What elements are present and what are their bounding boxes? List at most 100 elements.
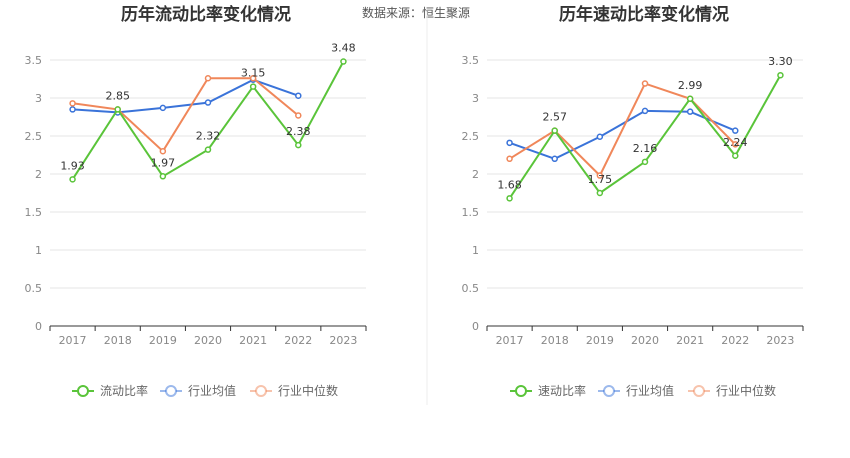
data-point[interactable] xyxy=(641,107,649,115)
x-tick-label: 2022 xyxy=(284,334,312,347)
series-line xyxy=(509,109,736,160)
legend-label: 行业中位数 xyxy=(278,383,338,398)
data-label: 3.48 xyxy=(331,42,356,55)
data-label: 1.97 xyxy=(151,156,176,169)
x-tick-label: 2017 xyxy=(59,334,87,347)
x-tick-label: 2021 xyxy=(239,334,267,347)
data-point[interactable] xyxy=(114,106,121,113)
y-tick-label: 3.5 xyxy=(25,54,43,67)
data-point[interactable] xyxy=(732,152,739,160)
x-tick-label: 2017 xyxy=(496,334,524,347)
data-label: 2.24 xyxy=(723,136,748,149)
legend-item[interactable]: 速动比率 xyxy=(510,383,586,398)
x-tick-label: 2022 xyxy=(721,334,749,347)
y-tick-label: 1 xyxy=(35,244,42,257)
data-point[interactable] xyxy=(340,58,347,65)
data-label: 2.57 xyxy=(542,111,567,124)
data-point[interactable] xyxy=(596,133,604,141)
y-tick-label: 1 xyxy=(472,244,479,257)
data-point[interactable] xyxy=(295,92,302,99)
chart-title-quick-ratio: 历年速动比率变化情况 xyxy=(559,4,729,25)
data-label: 2.38 xyxy=(286,125,311,138)
data-point[interactable] xyxy=(551,127,558,134)
x-tick-label: 2019 xyxy=(586,334,614,347)
legend-label: 速动比率 xyxy=(538,383,586,398)
legend-label: 行业中位数 xyxy=(716,383,776,398)
data-point[interactable] xyxy=(732,141,739,148)
data-source-label: 数据来源：恒生聚源 xyxy=(362,5,470,20)
data-point[interactable] xyxy=(204,99,212,106)
y-tick-label: 3 xyxy=(472,92,479,105)
legend-marker-icon xyxy=(603,385,615,397)
data-label: 2.99 xyxy=(678,79,703,92)
current-ratio-chart: 0 0.5 1 1.5 2 2.5 3 3.5 2017 2018 2019 2020 2021 2022… xyxy=(25,42,367,398)
data-label: 1.93 xyxy=(60,159,85,172)
data-point[interactable] xyxy=(249,83,257,90)
y-tick-label: 0 xyxy=(472,320,479,333)
data-point[interactable] xyxy=(506,155,513,163)
legend-marker-icon xyxy=(255,385,267,397)
data-point[interactable] xyxy=(641,80,649,87)
data-point[interactable] xyxy=(686,95,694,103)
legend-marker-icon xyxy=(515,385,527,397)
data-label: 2.85 xyxy=(105,89,130,102)
legend-marker-icon xyxy=(77,385,89,397)
data-label: 2.32 xyxy=(196,130,221,143)
y-tick-label: 2.5 xyxy=(462,130,480,143)
data-point[interactable] xyxy=(69,106,76,113)
y-tick-label: 2 xyxy=(35,168,42,181)
x-tick-label: 2021 xyxy=(676,334,704,347)
data-point[interactable] xyxy=(641,158,649,166)
data-point[interactable] xyxy=(295,141,302,149)
y-tick-label: 1.5 xyxy=(25,206,43,219)
data-label: 1.75 xyxy=(588,173,613,186)
data-point[interactable] xyxy=(686,108,694,115)
data-label: 1.68 xyxy=(497,178,522,191)
legend-item[interactable]: 行业均值 xyxy=(598,383,674,398)
x-tick-label: 2023 xyxy=(766,334,794,347)
data-point[interactable] xyxy=(732,127,739,134)
data-point[interactable] xyxy=(69,100,76,107)
legend-item[interactable]: 行业中位数 xyxy=(250,383,338,398)
x-tick-label: 2018 xyxy=(541,334,569,347)
data-point[interactable] xyxy=(295,112,302,119)
data-point[interactable] xyxy=(506,195,513,202)
legend-item[interactable]: 流动比率 xyxy=(72,383,148,398)
data-point[interactable] xyxy=(551,155,558,163)
x-tick-label: 2023 xyxy=(329,334,357,347)
legend-item[interactable]: 行业中位数 xyxy=(688,383,776,398)
data-point[interactable] xyxy=(159,104,167,112)
data-point[interactable] xyxy=(204,74,212,82)
x-tick-label: 2018 xyxy=(104,334,132,347)
y-tick-label: 0 xyxy=(35,320,42,333)
legend-marker-icon xyxy=(165,385,177,397)
legend-label: 行业均值 xyxy=(626,383,674,398)
y-tick-label: 0.5 xyxy=(462,282,480,295)
legend-marker-icon xyxy=(693,385,705,397)
data-label: 3.30 xyxy=(768,55,793,68)
series-line xyxy=(72,78,299,114)
data-label: 2.16 xyxy=(633,142,658,155)
x-tick-label: 2020 xyxy=(194,334,222,347)
series-line xyxy=(72,77,299,153)
data-point[interactable] xyxy=(159,173,167,180)
chart-title-current-ratio: 历年流动比率变化情况 xyxy=(121,4,291,25)
y-tick-label: 3 xyxy=(35,92,42,105)
y-tick-label: 2.5 xyxy=(25,130,43,143)
data-point[interactable] xyxy=(596,172,604,179)
legend-item[interactable]: 行业均值 xyxy=(160,383,236,398)
legend-label: 行业均值 xyxy=(188,383,236,398)
data-point[interactable] xyxy=(249,74,257,82)
series-line xyxy=(509,82,737,178)
data-point[interactable] xyxy=(159,147,167,155)
data-point[interactable] xyxy=(777,71,784,79)
data-point[interactable] xyxy=(596,189,604,197)
data-point[interactable] xyxy=(69,176,76,183)
x-tick-label: 2020 xyxy=(631,334,659,347)
data-label: 3.15 xyxy=(241,67,266,80)
quick-ratio-chart: 0 0.5 1 1.5 2 2.5 3 3.5 2017 2018 2019 2020 2021 2022… xyxy=(462,54,804,398)
data-point[interactable] xyxy=(204,146,212,153)
data-point[interactable] xyxy=(506,139,513,147)
legend-label: 流动比率 xyxy=(100,383,148,398)
